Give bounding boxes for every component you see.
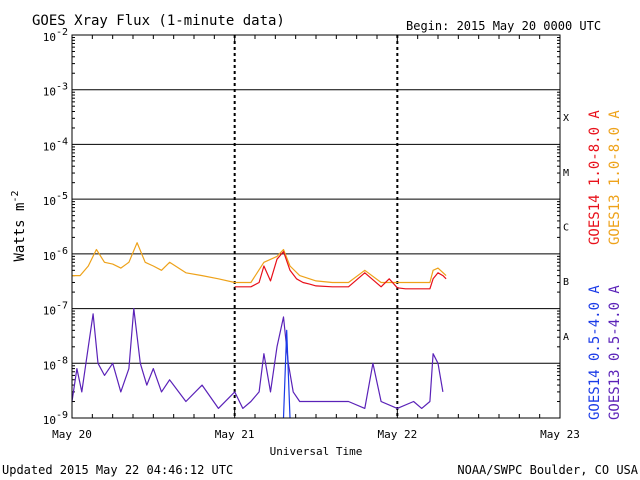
legend-entry: GOES13 1.0-8.0 A: [607, 110, 623, 245]
series-line-3: [71, 308, 444, 409]
grid: [71, 35, 561, 418]
x-tick-label: May 23: [540, 428, 580, 441]
y-tick-label: 10-5: [43, 191, 68, 208]
legend: GOES14 1.0-8.0 A GOES13 1.0-8.0 A GOES14 0…: [587, 110, 623, 420]
series-line-0: [234, 251, 447, 290]
credit-label: NOAA/SWPC Boulder, CO USA: [457, 463, 638, 477]
x-axis-label: Universal Time: [270, 445, 363, 458]
y-tick-label: 10-4: [43, 136, 68, 153]
flare-class-labels: X M C B A: [563, 113, 569, 343]
updated-label: Updated 2015 May 22 04:46:12 UTC: [2, 463, 233, 477]
x-tick-label: May 22: [377, 428, 417, 441]
legend-entry: GOES14 1.0-8.0 A: [587, 110, 603, 245]
y-tick-label: 10-2: [43, 27, 68, 44]
x-tick-label: May 21: [215, 428, 255, 441]
flare-class-X: X: [563, 113, 569, 124]
series-line-1: [72, 242, 447, 284]
y-axis-label: Watts m-2: [10, 190, 28, 261]
begin-label: Begin: 2015 May 20 0000 UTC: [406, 19, 601, 33]
flare-class-M: M: [563, 168, 569, 179]
flare-class-A: A: [563, 332, 569, 343]
series-line-2: [282, 329, 291, 419]
y-tick-label: 10-9: [43, 410, 68, 427]
plot-frame: [71, 34, 561, 419]
y-tick-label: 10-7: [43, 301, 68, 318]
flare-class-B: B: [563, 277, 569, 288]
y-tick-label: 10-3: [43, 82, 68, 99]
y-tick-labels: 10-2 10-3 10-4 10-5 10-6 10-7 10-8 10-9: [43, 27, 68, 427]
legend-entry: GOES13 0.5-4.0 A: [607, 285, 623, 420]
legend-entry: GOES14 0.5-4.0 A: [587, 285, 603, 420]
x-tick-label: May 20: [52, 428, 92, 441]
x-tick-labels: May 20 May 21 May 22 May 23: [52, 428, 580, 441]
y-tick-label: 10-8: [43, 355, 68, 372]
chart-title: GOES Xray Flux (1-minute data): [32, 13, 285, 29]
series-layer: [71, 242, 447, 419]
y-tick-label: 10-6: [43, 246, 68, 263]
flare-class-C: C: [563, 223, 569, 234]
